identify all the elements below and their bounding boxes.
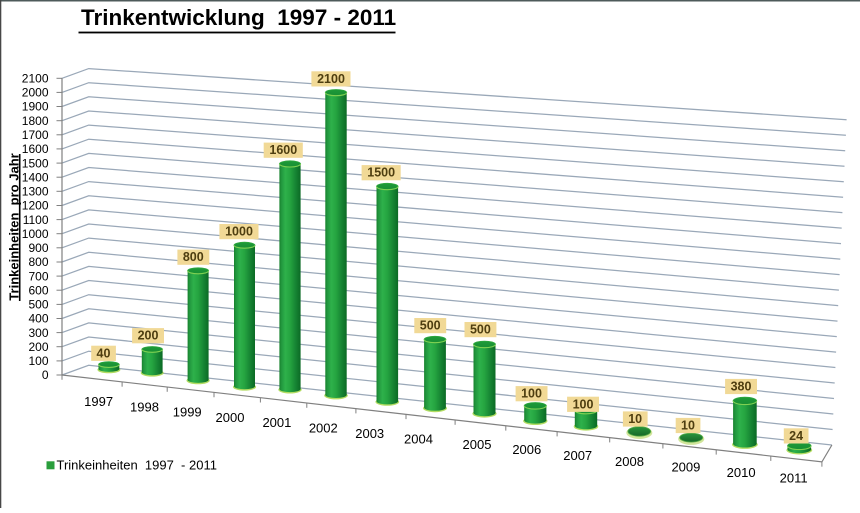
svg-text:2006: 2006 bbox=[512, 442, 541, 457]
svg-text:800: 800 bbox=[183, 250, 204, 264]
svg-text:1400: 1400 bbox=[22, 170, 49, 184]
svg-text:2100: 2100 bbox=[22, 72, 49, 86]
svg-text:Trinkeinheiten 1997 - 2011: Trinkeinheiten 1997 - 2011 bbox=[57, 457, 217, 472]
svg-text:1100: 1100 bbox=[23, 213, 49, 227]
svg-text:2003: 2003 bbox=[355, 426, 384, 441]
svg-text:100: 100 bbox=[521, 387, 542, 401]
svg-text:2010: 2010 bbox=[727, 465, 756, 480]
svg-text:300: 300 bbox=[28, 326, 48, 340]
svg-text:1500: 1500 bbox=[22, 156, 49, 170]
svg-text:2001: 2001 bbox=[262, 415, 291, 430]
svg-text:1000: 1000 bbox=[22, 227, 49, 241]
svg-text:2002: 2002 bbox=[309, 420, 338, 435]
svg-text:500: 500 bbox=[28, 298, 48, 312]
svg-text:1998: 1998 bbox=[130, 399, 159, 414]
svg-text:100: 100 bbox=[573, 397, 594, 411]
svg-text:1000: 1000 bbox=[225, 225, 253, 239]
svg-text:40: 40 bbox=[97, 346, 111, 360]
svg-text:2000: 2000 bbox=[22, 86, 49, 100]
svg-text:500: 500 bbox=[420, 319, 441, 333]
svg-text:1600: 1600 bbox=[269, 143, 297, 157]
svg-text:Trinkeinheiten pro Jahr: Trinkeinheiten pro Jahr bbox=[6, 153, 21, 300]
svg-text:800: 800 bbox=[28, 255, 48, 269]
svg-text:600: 600 bbox=[28, 283, 48, 297]
svg-text:2004: 2004 bbox=[404, 431, 433, 446]
svg-text:24: 24 bbox=[789, 429, 803, 443]
svg-text:2011: 2011 bbox=[780, 470, 808, 485]
svg-text:400: 400 bbox=[28, 312, 48, 326]
svg-text:10: 10 bbox=[628, 412, 642, 426]
svg-text:500: 500 bbox=[470, 323, 491, 337]
svg-text:Trinkentwicklung 1997 - 2011: Trinkentwicklung 1997 - 2011 bbox=[81, 5, 396, 30]
svg-text:100: 100 bbox=[28, 354, 48, 368]
svg-text:1200: 1200 bbox=[22, 199, 49, 213]
svg-text:1999: 1999 bbox=[173, 405, 202, 420]
svg-text:1600: 1600 bbox=[22, 142, 49, 156]
svg-text:2007: 2007 bbox=[563, 448, 592, 463]
svg-text:200: 200 bbox=[28, 340, 48, 354]
svg-text:2000: 2000 bbox=[216, 410, 245, 425]
svg-text:2100: 2100 bbox=[317, 72, 345, 86]
svg-text:10: 10 bbox=[681, 419, 695, 433]
svg-text:200: 200 bbox=[138, 329, 159, 343]
svg-text:700: 700 bbox=[28, 269, 48, 283]
svg-text:1700: 1700 bbox=[22, 128, 49, 142]
svg-text:1997: 1997 bbox=[84, 394, 113, 409]
svg-text:0: 0 bbox=[42, 368, 49, 382]
svg-text:2009: 2009 bbox=[671, 460, 700, 475]
svg-text:1500: 1500 bbox=[367, 166, 395, 180]
svg-text:2005: 2005 bbox=[463, 437, 492, 452]
svg-text:1900: 1900 bbox=[22, 100, 49, 114]
svg-text:2008: 2008 bbox=[615, 454, 644, 469]
svg-text:380: 380 bbox=[731, 380, 752, 394]
svg-text:1800: 1800 bbox=[22, 114, 49, 128]
svg-text:1300: 1300 bbox=[22, 185, 49, 199]
svg-text:900: 900 bbox=[28, 241, 48, 255]
